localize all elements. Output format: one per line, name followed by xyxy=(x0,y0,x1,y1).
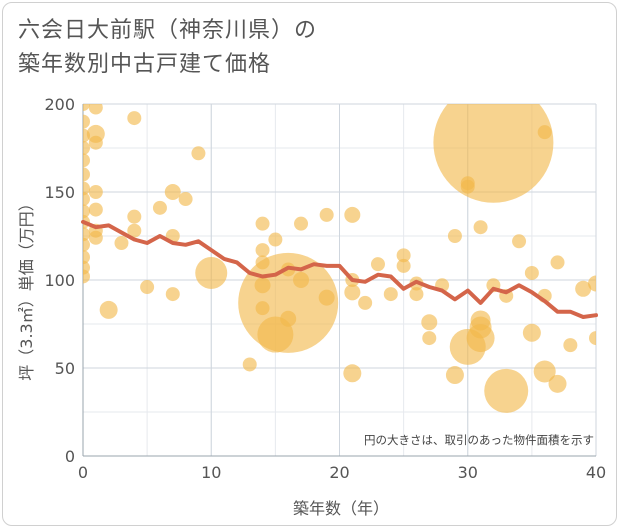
bubble-point xyxy=(191,146,206,161)
bubble-point xyxy=(533,360,556,383)
bubble-point xyxy=(524,265,539,280)
bubble-point xyxy=(127,223,142,238)
bubble-point xyxy=(466,324,495,353)
bubble-point xyxy=(88,202,103,217)
x-tick-label: 20 xyxy=(329,463,349,482)
bubble-point xyxy=(383,287,398,302)
bubble-point xyxy=(83,269,90,284)
bubble-point xyxy=(280,310,297,327)
bubble-point xyxy=(164,184,181,200)
bubble-point xyxy=(88,185,103,199)
bubble-point xyxy=(396,248,411,263)
y-tick-label: 200 xyxy=(44,95,75,114)
bubble-point xyxy=(114,236,129,251)
bubble-size-note: 円の大きさは、取引のあった物件面積を示す xyxy=(364,433,594,447)
x-tick-label: 10 xyxy=(201,463,221,482)
bubble-point xyxy=(83,153,90,168)
bubble-point xyxy=(83,114,90,129)
x-tick-label: 0 xyxy=(78,463,88,482)
y-tick-label: 100 xyxy=(44,271,75,290)
bubble-point xyxy=(88,230,103,245)
bubble-point xyxy=(396,258,411,273)
bubble-point xyxy=(268,232,283,247)
bubble-point xyxy=(83,141,90,155)
axis-ticks: 0 10 20 30 40 0 50 100 150 200 xyxy=(44,95,606,482)
x-axis-label: 築年数（年） xyxy=(293,499,389,518)
bubble-point xyxy=(447,229,462,243)
bubble-point xyxy=(152,200,167,215)
bubble-point xyxy=(99,300,118,319)
bubble-point xyxy=(195,256,228,289)
bubble-point xyxy=(522,323,541,342)
chart-title-line-2: 築年数別中古戸建て価格 xyxy=(18,52,272,77)
bubble-point xyxy=(588,275,596,292)
bubble-point xyxy=(83,227,90,242)
bubble-point xyxy=(409,287,424,302)
bubble-point xyxy=(83,181,90,196)
bubble-point xyxy=(88,135,103,150)
bubble-point xyxy=(370,257,385,272)
x-tick-label: 30 xyxy=(458,463,478,482)
bubble-point xyxy=(242,357,257,372)
trend-line xyxy=(81,219,598,319)
bubble-point xyxy=(537,125,552,140)
y-tick-label: 50 xyxy=(55,359,75,378)
bubble-point xyxy=(293,272,310,288)
bubble-point xyxy=(83,192,90,207)
bubble-point xyxy=(127,209,142,224)
bubble-point xyxy=(83,250,90,265)
bubble-point xyxy=(575,280,592,297)
bubble-point xyxy=(165,287,180,302)
bubble-point xyxy=(83,167,90,182)
bubble-point xyxy=(512,234,527,249)
chart-title-line-1: 六会日大前駅（神奈川県）の xyxy=(18,18,318,43)
bubble-point xyxy=(433,104,554,203)
bubble-point xyxy=(319,207,334,222)
bubble-point xyxy=(484,368,529,413)
x-tick-label: 40 xyxy=(586,463,606,482)
chart-title: 六会日大前駅（神奈川県）の 築年数別中古戸建て価格 xyxy=(18,14,317,82)
bubble-point xyxy=(83,104,90,111)
trend-line-group xyxy=(81,219,598,319)
bubble-point xyxy=(344,284,361,301)
bubble-point xyxy=(294,216,309,231)
bubble-point xyxy=(178,192,193,207)
bubble-point xyxy=(255,216,270,231)
bubble-point xyxy=(358,295,373,310)
bubble-point xyxy=(445,366,464,385)
bubble-point xyxy=(83,237,90,252)
bubble-point xyxy=(140,280,155,295)
bubble-point xyxy=(473,220,488,235)
y-tick-label: 150 xyxy=(44,183,75,202)
y-axis-label: 坪（3.3㎡）単価（万円） xyxy=(17,195,36,380)
bubble-point xyxy=(548,374,567,393)
bubble-point xyxy=(83,204,90,219)
bubble-point xyxy=(422,331,437,346)
bubble-point xyxy=(255,243,270,258)
bubble-point xyxy=(550,255,565,270)
bubble-point xyxy=(344,206,361,223)
bubble-point xyxy=(88,104,103,115)
bubble-point xyxy=(421,314,438,331)
bubble-point xyxy=(589,331,596,346)
bubble-point xyxy=(127,111,142,126)
bubble-point xyxy=(343,364,362,383)
bubble-point xyxy=(318,289,335,306)
bubble-point xyxy=(563,338,578,353)
y-tick-label: 0 xyxy=(65,447,75,466)
bubbles xyxy=(83,104,596,413)
